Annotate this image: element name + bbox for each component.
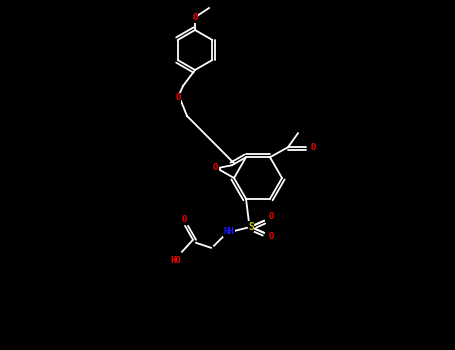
Text: NH: NH — [223, 227, 234, 236]
Text: O: O — [212, 163, 217, 172]
Text: O: O — [268, 232, 274, 241]
Text: HO: HO — [171, 256, 182, 265]
Text: O: O — [181, 215, 187, 224]
Text: S: S — [248, 222, 254, 232]
Text: O: O — [192, 14, 197, 22]
Text: O: O — [268, 212, 274, 221]
Text: O: O — [310, 143, 316, 152]
Text: O: O — [175, 93, 181, 103]
